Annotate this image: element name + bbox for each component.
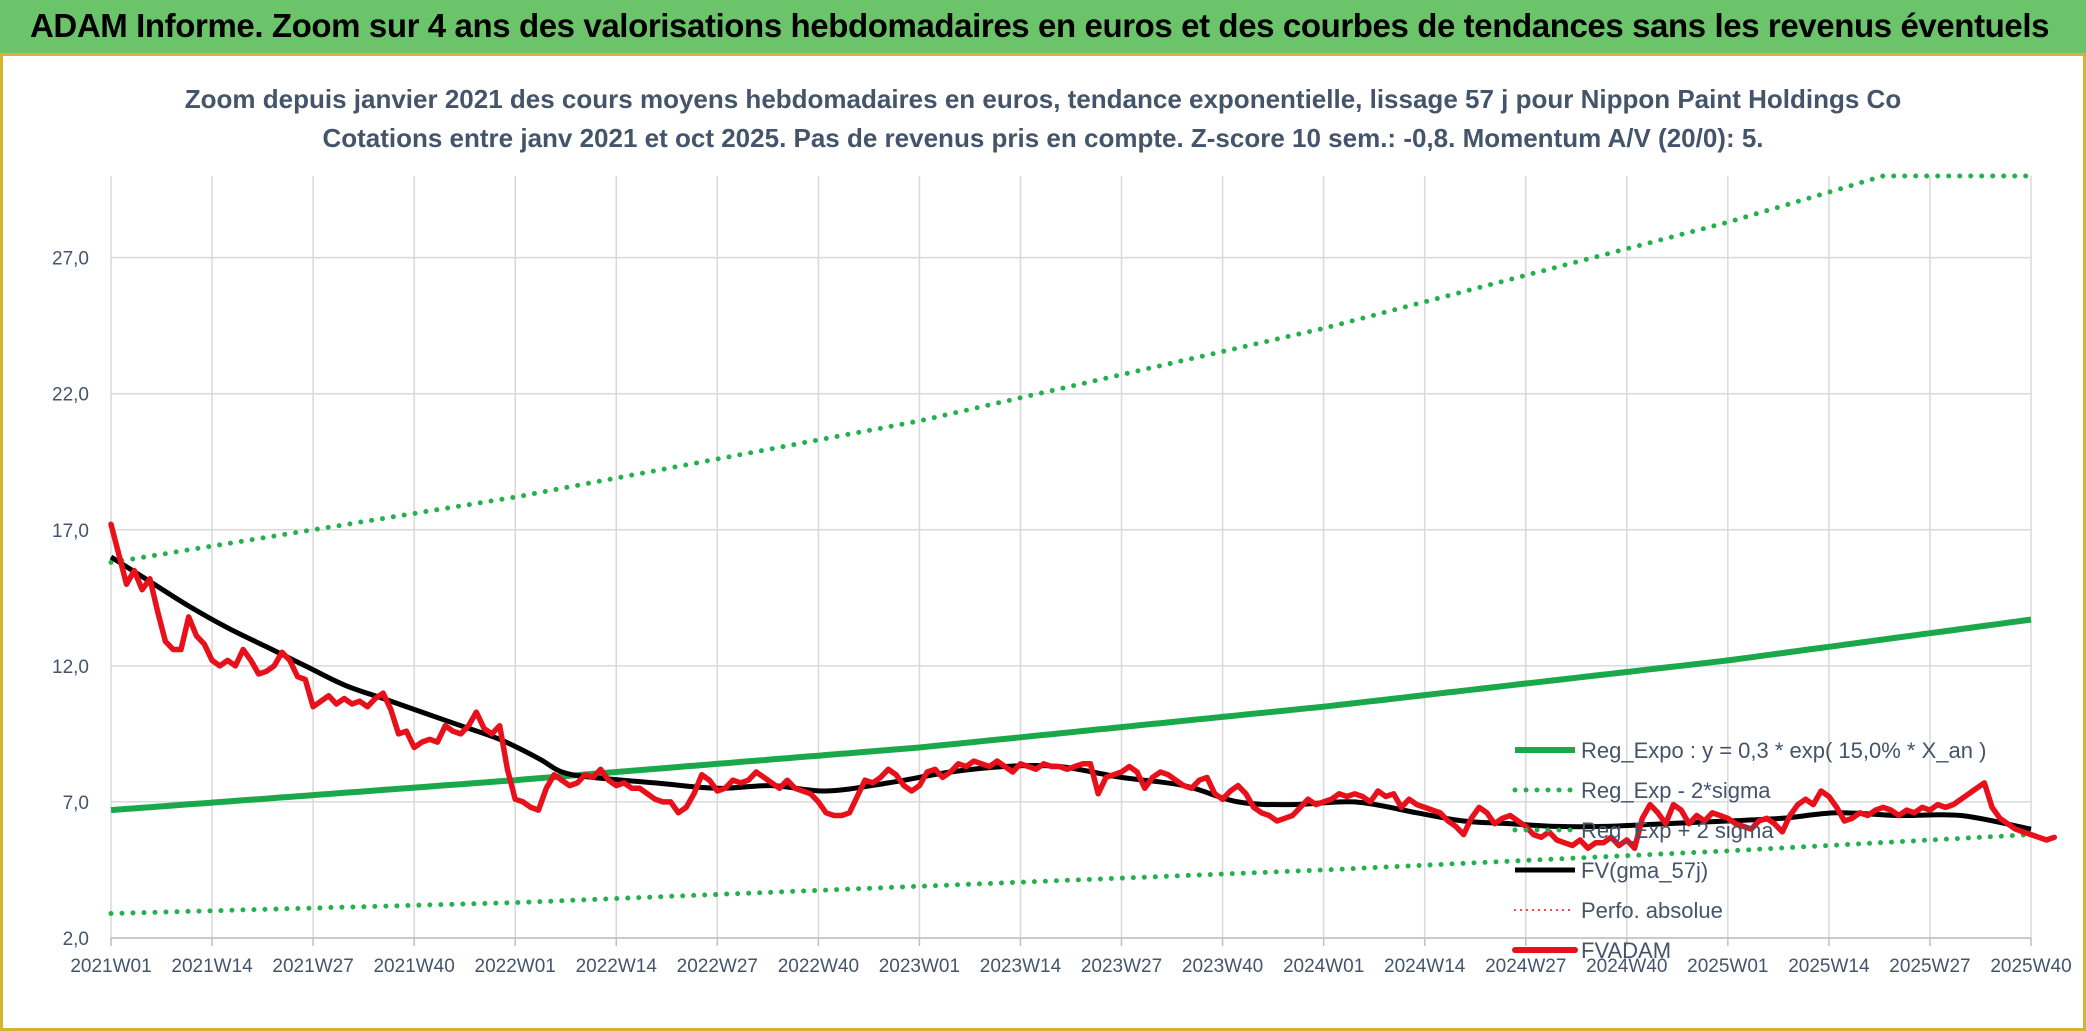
axis-layer: 2,0 7,0 12,0 17,0 22,0 27,0 2021W01 2021W14 2021…: [52, 249, 2072, 977]
x-tick-label: 2021W40: [373, 956, 454, 977]
y-tick-label: 17,0: [52, 521, 89, 542]
y-tick-label: 12,0: [52, 657, 89, 678]
x-tick-label: 2024W01: [1283, 956, 1364, 977]
banner-title: ADAM Informe. Zoom sur 4 ans des valoris…: [30, 7, 2050, 44]
x-tick-label: 2024W27: [1485, 956, 1566, 977]
x-tick-label: 2024W40: [1586, 956, 1667, 977]
legend-fvadam-label: FVADAM: [1581, 938, 1671, 963]
y-tick-label: 7,0: [63, 793, 89, 814]
series-layer: [108, 173, 2058, 916]
legend-plus-2sigma-label: Reg_Exp + 2 sigma: [1581, 818, 1774, 843]
series-fvadam: [108, 521, 2058, 851]
legend-minus-2sigma-label: Reg_Exp - 2*sigma: [1581, 778, 1771, 803]
x-tick-label: 2021W14: [171, 956, 253, 977]
x-tick-label: 2022W40: [778, 956, 859, 977]
x-tick-label: 2023W40: [1182, 956, 1263, 977]
grid-layer: [110, 176, 2032, 939]
x-tick-label: 2025W27: [1889, 956, 1970, 977]
legend-reg-expo-label: Reg_Expo : y = 0,3 * exp( 15,0% * X_an ): [1581, 738, 1986, 763]
y-tick-label: 2,0: [63, 929, 89, 950]
x-tick-label: 2022W14: [576, 956, 658, 977]
x-tick-label: 2021W01: [70, 956, 151, 977]
x-tick-label: 2024W14: [1384, 956, 1466, 977]
legend: Reg_Expo : y = 0,3 * exp( 15,0% * X_an )…: [1512, 738, 1986, 963]
x-tick-label: 2025W01: [1687, 956, 1768, 977]
legend-perfo-absolue-label: Perfo. absolue: [1581, 898, 1723, 923]
chart-frame: 2,0 7,0 12,0 17,0 22,0 27,0 2021W01 2021W14 2021…: [0, 56, 2086, 1031]
title-layer: Zoom depuis janvier 2021 des cours moyen…: [185, 84, 1901, 153]
y-tick-label: 22,0: [52, 385, 89, 406]
y-tick-label: 27,0: [52, 249, 89, 270]
x-tick-label: 2025W40: [1990, 956, 2071, 977]
x-tick-label: 2023W01: [879, 956, 960, 977]
x-tick-label: 2021W27: [272, 956, 353, 977]
series-reg-expo: [110, 616, 2032, 814]
x-tick-label: 2022W01: [475, 956, 556, 977]
x-tick-label: 2023W27: [1081, 956, 1162, 977]
title-banner: ADAM Informe. Zoom sur 4 ans des valoris…: [0, 0, 2086, 56]
chart-subtitle: Cotations entre janv 2021 et oct 2025. P…: [322, 123, 1763, 153]
chart-title: Zoom depuis janvier 2021 des cours moyen…: [185, 84, 1901, 114]
x-tick-label: 2023W14: [980, 956, 1062, 977]
x-tick-label: 2025W14: [1788, 956, 1870, 977]
series-reg-exp-minus-2sigma: [108, 832, 2034, 916]
chart-svg: 2,0 7,0 12,0 17,0 22,0 27,0 2021W01 2021W14 2021…: [52, 84, 2072, 977]
series-reg-exp-plus-2sigma: [108, 173, 2034, 565]
legend-fv-gma-label: FV(gma_57j): [1581, 858, 1708, 883]
x-tick-label: 2022W27: [677, 956, 758, 977]
